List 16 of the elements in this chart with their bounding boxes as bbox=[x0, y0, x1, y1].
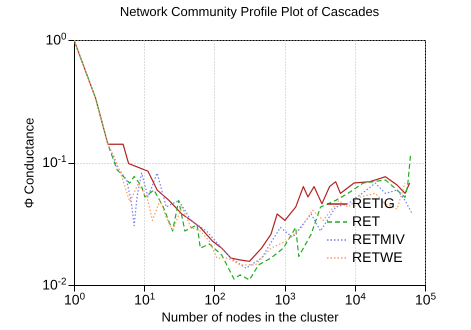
x-tick-label: 10$^{2}$ bbox=[204, 291, 226, 308]
x-tick-label: 10$^{0}$ bbox=[64, 291, 86, 308]
legend-label: RETMIV bbox=[352, 231, 406, 247]
y-tick-label: 10$^{-1}$ bbox=[42, 154, 66, 170]
y-tick-label: 10$^{-2}$ bbox=[42, 276, 66, 292]
x-tick-label: 10$^{4}$ bbox=[344, 291, 366, 308]
legend-label: RETIG bbox=[352, 195, 395, 211]
x-tick-label: 10$^{1}$ bbox=[134, 291, 156, 308]
y-tick-label: 10$^{0}$ bbox=[45, 31, 68, 48]
legend-label: RETWE bbox=[352, 249, 403, 265]
y-axis-title: Φ Conductance bbox=[22, 118, 36, 208]
x-tick-label: 10$^{3}$ bbox=[274, 291, 296, 308]
chart-title: Network Community Profile Plot of Cascades bbox=[120, 4, 380, 19]
x-axis-title: Number of nodes in the cluster bbox=[161, 310, 340, 324]
legend-label: RET bbox=[352, 213, 380, 229]
x-tick-label: 10$^{5}$ bbox=[414, 291, 437, 308]
